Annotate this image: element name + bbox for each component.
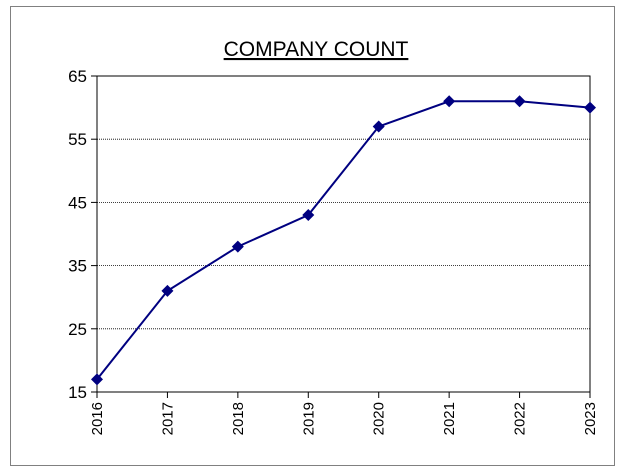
x-tick-label: 2022 (512, 402, 529, 435)
chart-frame (10, 6, 615, 466)
data-marker (513, 95, 526, 108)
data-line (96, 100, 591, 380)
x-tick-label: 2018 (230, 402, 247, 435)
data-marker (302, 209, 315, 222)
x-tick-label: 2019 (300, 402, 317, 435)
y-tick-label: 55 (68, 130, 87, 149)
x-tick-label: 2023 (582, 402, 599, 435)
y-tick-label: 25 (68, 320, 87, 339)
y-tick-label: 45 (68, 193, 87, 212)
x-tick-label: 2020 (371, 402, 388, 435)
x-tick-label: 2017 (159, 402, 176, 435)
data-marker (91, 373, 103, 386)
y-tick-label: 65 (68, 67, 87, 86)
x-tick-label: 2016 (89, 402, 106, 435)
plot-frame (96, 75, 591, 393)
data-marker (231, 240, 244, 253)
data-marker (161, 284, 174, 297)
x-tick-label: 2021 (441, 402, 458, 435)
chart-title: COMPANY COUNT (224, 38, 409, 61)
data-marker (372, 120, 385, 133)
y-tick-label: 15 (68, 383, 87, 402)
data-marker (584, 101, 596, 114)
data-marker (443, 95, 456, 108)
y-tick-label: 35 (68, 257, 87, 276)
